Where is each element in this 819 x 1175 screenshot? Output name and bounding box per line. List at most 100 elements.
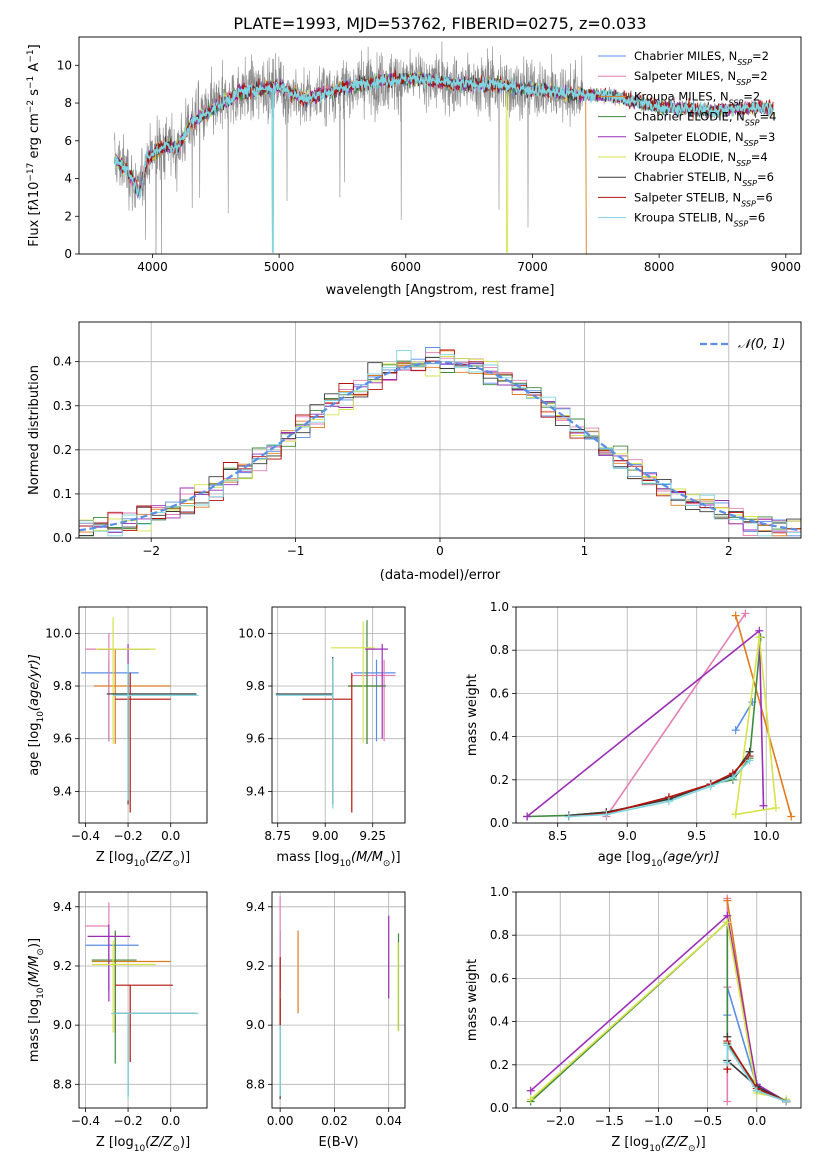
legend-entry: Chabrier ELODIE, NSSP=4 (634, 110, 776, 128)
weight_vs_z-frame (515, 891, 802, 1109)
normal-curve (79, 360, 799, 532)
y-tick-label: 4 (64, 172, 72, 186)
age_vs_z-x-label: Z [log10(Z/Z⊙)] (96, 850, 190, 869)
errorbar-point (275, 657, 334, 805)
x-tick-label: −0.5 (693, 1114, 722, 1128)
x-tick-label: −2 (142, 544, 160, 558)
legend-entry: Salpeter STELIB, NSSP=6 (634, 190, 773, 208)
x-tick-label: −1.5 (595, 1114, 624, 1128)
weight_vs_age-frame (515, 606, 802, 824)
spectrum-frame (78, 36, 802, 255)
spectrum-legend: Chabrier MILES, NSSP=2 Salpeter MILES, NS… (598, 49, 776, 228)
errorbar-point (113, 663, 199, 801)
x-tick-label: 0 (436, 544, 444, 558)
y-tick-label: 10.0 (45, 626, 72, 640)
weight-line (568, 759, 751, 818)
legend-entry: Salpeter ELODIE, NSSP=3 (634, 130, 775, 148)
x-tick-label: 0.0 (747, 1114, 766, 1128)
y-tick-label: 0 (64, 247, 72, 261)
weight-marker (526, 1086, 535, 1095)
weight_vs_age-series (523, 609, 796, 821)
errorbar-point (93, 649, 171, 744)
y-tick-label: 8.8 (53, 1077, 72, 1091)
y-tick-label: 10.0 (238, 626, 265, 640)
y-tick-label: 0.2 (53, 443, 72, 457)
x-tick-label: 0.02 (321, 1114, 348, 1128)
weight_vs_z-y-label: mass weight (465, 959, 480, 1041)
y-tick-label: 0.2 (490, 773, 509, 787)
weight-line (734, 637, 777, 816)
y-tick-label: 0.8 (490, 928, 509, 942)
errorbar-point (115, 672, 171, 813)
x-tick-label: 10.0 (753, 829, 780, 843)
errorbar-point (87, 924, 131, 1002)
x-tick-label: −0.4 (71, 1114, 100, 1128)
x-tick-label: 1 (581, 544, 589, 558)
age_vs_z-points (81, 617, 199, 813)
mass_vs_z-y-label: mass [log10(M/M⊙)] (27, 938, 46, 1062)
errorbar-point (275, 658, 334, 809)
legend-entry: 𝒩(0, 1) (738, 337, 785, 352)
weight-marker (723, 1041, 732, 1050)
weight-marker (787, 812, 796, 821)
mass_vs_ebv-points (279, 896, 400, 1100)
weight-marker (523, 812, 532, 821)
mass_vs_ebv-x-label: E(B-V) (318, 1135, 358, 1150)
x-tick-label: 9.25 (359, 829, 386, 843)
errorbar-point (113, 1012, 197, 1097)
weight-marker (755, 633, 764, 642)
x-tick-label: 7000 (517, 260, 548, 274)
age_vs_mass-axes: 8.75 9.00 9.25 9.4 9.6 9.8 10.0 (238, 607, 405, 843)
x-tick-label: 0.00 (267, 1114, 294, 1128)
x-tick-label: 0.0 (161, 829, 180, 843)
y-tick-label: 0.3 (53, 399, 72, 413)
errorbar-point (98, 643, 150, 739)
age_vs_z-frame (78, 606, 208, 824)
legend-entry: Chabrier STELIB, NSSP=6 (634, 170, 774, 188)
mass_vs_z-points (85, 902, 199, 1100)
weight-marker (602, 810, 611, 819)
x-tick-label: −0.4 (71, 829, 100, 843)
y-tick-label: 2 (64, 209, 72, 223)
x-tick-label: 9.0 (618, 829, 637, 843)
legend-entry: Kroupa MILES, NSSP=2 (634, 89, 760, 107)
x-tick-label: −0.2 (113, 1114, 142, 1128)
y-tick-label: 0.4 (490, 1015, 509, 1029)
weight-marker (741, 609, 750, 618)
errorbar-point (302, 672, 353, 813)
age_vs_mass-points (275, 620, 396, 813)
y-tick-label: 0.4 (490, 730, 509, 744)
y-tick-label: 9.0 (246, 1018, 265, 1032)
x-tick-label: 5000 (264, 260, 295, 274)
y-tick-label: 9.0 (53, 1018, 72, 1032)
y-tick-label: 0.6 (490, 686, 509, 700)
histogram-series (79, 349, 801, 537)
residuals-frame (78, 321, 802, 539)
y-tick-label: 0.0 (490, 816, 509, 830)
y-tick-label: 6 (64, 134, 72, 148)
spectrum-lines (113, 41, 774, 254)
weight-marker (564, 812, 573, 821)
y-tick-label: 9.4 (53, 784, 72, 798)
errorbar-point (91, 931, 171, 1033)
errorbar-point (330, 621, 375, 743)
y-tick-label: 9.2 (53, 959, 72, 973)
weight-marker (782, 1097, 791, 1106)
y-tick-label: 9.8 (53, 679, 72, 693)
y-tick-label: 0.0 (53, 531, 72, 545)
weight-marker (723, 896, 732, 905)
y-tick-label: 9.4 (53, 900, 72, 914)
weight-marker (723, 1097, 732, 1106)
age_vs_z-axes: −0.4 −0.2 0.0 9.4 9.6 9.8 10.0 (45, 607, 207, 843)
errorbar-point (111, 662, 197, 802)
y-tick-label: 0.0 (490, 1101, 509, 1115)
age_vs_mass-frame (271, 606, 406, 824)
legend-entry: Salpeter MILES, NSSP=2 (634, 69, 768, 87)
weight-marker (731, 810, 740, 819)
weight-line (568, 755, 751, 818)
x-tick-label: 9000 (771, 260, 802, 274)
legend-entry: Kroupa STELIB, NSSP=6 (634, 211, 765, 229)
errorbar-point (351, 659, 396, 742)
y-tick-label: 0.2 (490, 1058, 509, 1072)
y-tick-label: 8 (64, 96, 72, 110)
